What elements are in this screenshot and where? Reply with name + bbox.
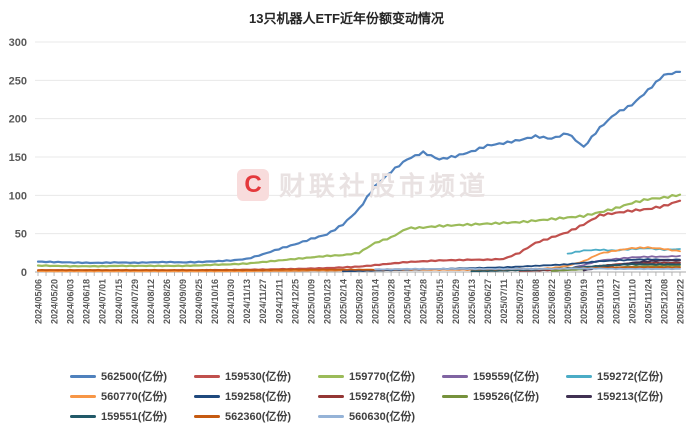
x-tick-label: 2024/11/27 (258, 279, 268, 324)
y-tick-label: 150 (9, 152, 27, 164)
legend-item-159559: 159559(亿份) (442, 369, 566, 383)
x-tick-label: 2025/01/09 (306, 279, 316, 324)
x-tick-label: 2024/05/20 (50, 279, 60, 324)
x-tick-label: 2024/08/12 (146, 279, 156, 324)
legend-swatch-icon (442, 394, 468, 398)
x-tick-label: 2025/10/27 (611, 279, 621, 324)
legend-swatch-icon (318, 374, 344, 378)
legend-item-159530: 159530(亿份) (194, 369, 318, 383)
legend-swatch-icon (70, 374, 96, 378)
legend-item-560770: 560770(亿份) (70, 389, 194, 403)
x-tick-label: 2025/08/08 (531, 279, 541, 324)
legend-label: 562360(亿份) (225, 411, 292, 423)
legend-item-159278: 159278(亿份) (318, 389, 442, 403)
x-tick-label: 2025/01/23 (322, 279, 332, 324)
y-tick-label: 250 (9, 75, 27, 87)
x-tick-label: 2025/05/29 (451, 279, 461, 324)
legend-label: 159551(亿份) (101, 411, 168, 423)
x-tick-label: 2025/05/15 (435, 279, 445, 324)
x-tick-label: 2024/07/15 (114, 279, 124, 324)
x-tick-label: 2024/12/11 (274, 279, 284, 324)
x-tick-label: 2024/05/06 (34, 279, 44, 324)
x-tick-label: 2024/12/25 (290, 279, 300, 324)
x-axis-labels: 2024/05/06 2024/05/20 2024/06/03 2024/06/18… (34, 279, 686, 324)
x-tick-label: 2025/07/25 (515, 279, 525, 324)
chart-title: 13只机器人ETF近年份额变动情况 (248, 11, 444, 26)
series-line-562500 (36, 70, 682, 265)
x-tick-label: 2025/07/11 (499, 279, 509, 324)
x-tick-label: 2024/08/26 (162, 279, 172, 324)
y-tick-label: 200 (9, 114, 27, 126)
legend-swatch-icon (70, 414, 96, 418)
y-tick-label: 100 (9, 190, 27, 202)
legend-swatch-icon (318, 414, 344, 418)
legend-swatch-icon (442, 374, 468, 378)
x-tick-label: 2025/06/27 (483, 279, 493, 324)
x-tick-label: 2025/10/13 (595, 279, 605, 324)
x-tick-label: 2025/11/24 (643, 279, 653, 324)
legend-swatch-icon (70, 394, 96, 398)
series-line-560630 (374, 267, 681, 271)
legend-label: 159559(亿份) (473, 371, 540, 383)
x-tick-label: 2024/06/03 (66, 279, 76, 324)
legend-item-159258: 159258(亿份) (194, 389, 318, 403)
gridlines (35, 41, 686, 273)
x-tick-label: 2024/07/29 (130, 279, 140, 324)
x-tick-label: 2024/10/16 (210, 279, 220, 324)
legend-swatch-icon (566, 394, 592, 398)
x-axis-ticks (37, 272, 681, 276)
legend-item-159272: 159272(亿份) (566, 369, 690, 383)
legend-label: 159278(亿份) (349, 391, 416, 403)
x-tick-label: 2025/11/10 (627, 279, 637, 324)
x-tick-label: 2025/09/05 (563, 279, 573, 324)
x-tick-label: 2025/04/14 (403, 279, 413, 324)
x-tick-label: 2025/12/08 (659, 279, 669, 324)
x-tick-label: 2024/10/30 (226, 279, 236, 324)
x-tick-label: 2025/02/14 (338, 279, 348, 324)
legend-label: 159213(亿份) (597, 391, 664, 403)
legend-swatch-icon (194, 374, 220, 378)
y-axis-labels: 0 50 100 150 200 250 300 (9, 37, 27, 279)
legend-label: 159526(亿份) (473, 391, 540, 403)
legend-swatch-icon (194, 394, 220, 398)
legend-swatch-icon (318, 394, 344, 398)
x-tick-label: 2025/06/13 (467, 279, 477, 324)
legend-label: 560630(亿份) (349, 411, 416, 423)
chart-legend: 562500(亿份) 159530(亿份) 159770(亿份) 159559(亿份)… (70, 369, 690, 423)
legend-label: 159272(亿份) (597, 371, 664, 383)
x-tick-label: 2024/09/25 (194, 279, 204, 324)
x-tick-label: 2024/06/18 (82, 279, 92, 324)
legend-label: 562500(亿份) (101, 371, 168, 383)
legend-label: 159770(亿份) (349, 371, 416, 383)
legend-item-159770: 159770(亿份) (318, 369, 442, 383)
x-tick-label: 2025/03/28 (387, 279, 397, 324)
y-tick-label: 50 (15, 229, 27, 241)
x-tick-label: 2025/08/22 (547, 279, 557, 324)
y-tick-label: 0 (21, 267, 27, 279)
legend-swatch-icon (194, 414, 220, 418)
legend-item-562500: 562500(亿份) (70, 369, 194, 383)
legend-swatch-icon (566, 374, 592, 378)
series-line-159770 (36, 193, 682, 268)
legend-item-562360: 562360(亿份) (194, 409, 318, 423)
legend-item-159551: 159551(亿份) (70, 409, 194, 423)
x-tick-label: 2024/11/13 (242, 279, 252, 324)
legend-label: 159258(亿份) (225, 391, 292, 403)
legend-item-159213: 159213(亿份) (566, 389, 690, 403)
x-tick-label: 2025/09/19 (579, 279, 589, 324)
series-lines (36, 70, 682, 273)
legend-item-159526: 159526(亿份) (442, 389, 566, 403)
x-tick-label: 2024/09/09 (178, 279, 188, 324)
legend-item-560630: 560630(亿份) (318, 409, 442, 423)
legend-label: 560770(亿份) (101, 391, 168, 403)
y-tick-label: 300 (9, 37, 27, 49)
x-tick-label: 2025/02/28 (355, 279, 365, 324)
legend-label: 159530(亿份) (225, 371, 292, 383)
x-tick-label: 2025/03/14 (371, 279, 381, 324)
x-tick-label: 2025/12/22 (676, 279, 686, 324)
x-tick-label: 2024/07/01 (98, 279, 108, 324)
x-tick-label: 2025/04/28 (419, 279, 429, 324)
